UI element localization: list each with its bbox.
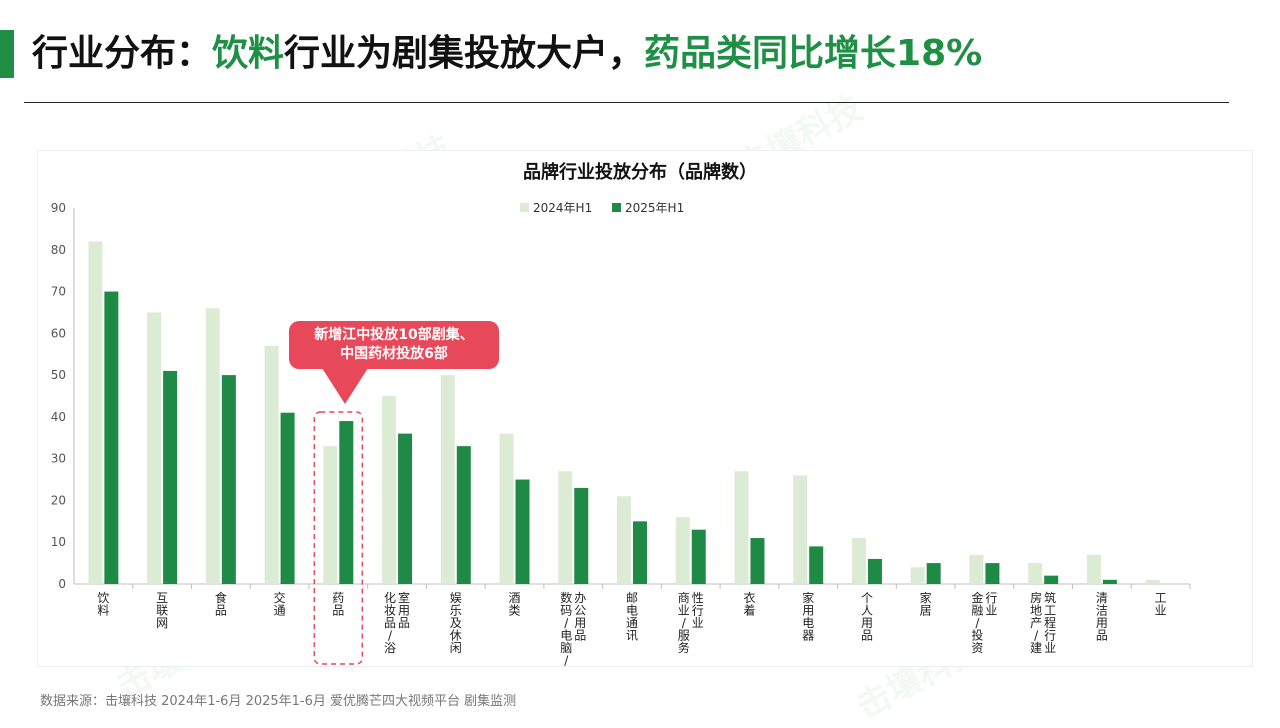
x-tick-label: 房地产/建 <box>1030 590 1042 655</box>
x-tick-label: 家用电器 <box>802 590 814 643</box>
bar-2024h1 <box>440 375 455 584</box>
x-tick-label: 办公用品 <box>574 590 586 643</box>
y-tick-label: 60 <box>51 326 66 340</box>
bar-2025h1 <box>339 421 354 584</box>
y-tick-label: 20 <box>51 493 66 507</box>
bar-2024h1 <box>851 538 866 584</box>
bar-2024h1 <box>264 345 279 584</box>
x-tick-label: 个人用品 <box>861 591 873 643</box>
bar-2025h1 <box>574 487 589 584</box>
bar-2024h1 <box>1028 563 1043 584</box>
title-part-1: 行业分布： <box>32 33 213 74</box>
bar-2025h1 <box>163 370 178 584</box>
bar-2024h1 <box>675 517 690 584</box>
title-divider <box>24 102 1229 103</box>
x-tick-label: 清洁用品 <box>1096 591 1108 643</box>
title-highlight-beverage: 饮料 <box>212 33 285 74</box>
x-tick-label: 筑工程行业 <box>1044 590 1056 655</box>
x-tick-label: 行业 <box>985 591 997 618</box>
bar-2025h1 <box>104 291 119 584</box>
bar-2024h1 <box>910 567 925 584</box>
x-tick-label: 金融/投资 <box>971 590 983 655</box>
bar-2025h1 <box>280 412 295 584</box>
bar-2024h1 <box>617 496 631 584</box>
bar-2025h1 <box>633 521 647 584</box>
x-tick-label: 家居 <box>920 590 932 618</box>
page-title: 行业分布：饮料行业为剧集投放大户，药品类同比增长18% <box>32 28 982 80</box>
bar-2024h1 <box>558 471 573 584</box>
bar-2025h1 <box>1044 575 1059 584</box>
y-tick-label: 80 <box>51 243 66 257</box>
x-tick-label: 娱乐及休闲 <box>450 591 462 655</box>
x-tick-label: 互联网 <box>156 591 168 630</box>
bar-2025h1 <box>867 558 882 584</box>
highlight-box <box>313 411 364 665</box>
y-tick-label: 10 <box>51 535 66 549</box>
x-tick-label: 商业/服务 <box>678 590 690 655</box>
bar-2025h1 <box>750 538 765 584</box>
bar-2025h1 <box>1102 579 1117 584</box>
bar-2024h1 <box>88 241 103 584</box>
bar-2024h1 <box>1086 554 1101 584</box>
bar-2025h1 <box>926 563 941 584</box>
chart-title: 品牌行业投放分布（品牌数） <box>523 162 757 183</box>
y-tick-label: 90 <box>51 201 66 215</box>
x-tick-label: 衣着 <box>743 590 755 618</box>
legend-label: 2025年H1 <box>625 201 684 215</box>
x-tick-label: 室用品 <box>398 590 410 630</box>
bar-2025h1 <box>221 375 236 584</box>
bar-2025h1 <box>985 563 1000 584</box>
callout-line-1: 新增江中投放10部剧集、 <box>314 327 474 343</box>
bar-2025h1 <box>398 433 413 584</box>
x-tick-label: 数码/电脑/ <box>560 590 572 668</box>
x-tick-label: 药品 <box>332 591 344 618</box>
legend-swatch <box>612 203 621 212</box>
x-tick-label: 邮电通讯 <box>626 591 638 643</box>
bar-2025h1 <box>515 479 530 584</box>
title-accent-bar <box>0 30 14 78</box>
title-part-3: 行业为剧集投放大户， <box>284 33 645 74</box>
x-tick-label: 化妆品/浴 <box>384 591 396 655</box>
x-tick-label: 食品 <box>215 590 227 618</box>
y-tick-label: 40 <box>51 410 66 424</box>
data-source-note: 数据来源：击壤科技 2024年1-6月 2025年1-6月 爱优腾芒四大视频平台… <box>40 694 517 709</box>
title-highlight-medicine: 药品类同比增长18% <box>644 33 983 74</box>
callout-annotation: 新增江中投放10部剧集、 中国药材投放6部 <box>289 321 499 369</box>
bar-2024h1 <box>323 446 338 584</box>
bar-2024h1 <box>147 312 162 584</box>
bar-2025h1 <box>809 546 824 584</box>
x-tick-label: 饮料 <box>97 591 109 618</box>
bar-2025h1 <box>691 529 706 584</box>
x-tick-label: 工业 <box>1155 591 1167 618</box>
bar-2024h1 <box>205 308 220 584</box>
legend-label: 2024年H1 <box>533 201 592 215</box>
y-tick-label: 0 <box>58 577 66 591</box>
x-tick-label: 交通 <box>274 590 286 618</box>
legend-swatch <box>520 203 529 212</box>
bar-2024h1 <box>793 475 808 584</box>
callout-line-2: 中国药材投放6部 <box>340 346 448 362</box>
y-tick-label: 30 <box>51 452 66 466</box>
x-tick-label: 性行业 <box>692 591 704 630</box>
bar-2024h1 <box>1145 579 1160 584</box>
callout-pointer <box>322 368 368 404</box>
bar-2024h1 <box>499 433 514 584</box>
bar-2024h1 <box>969 554 984 584</box>
bar-2024h1 <box>382 396 397 584</box>
bar-2024h1 <box>734 471 749 584</box>
y-tick-label: 70 <box>51 285 66 299</box>
x-tick-label: 酒类 <box>509 591 521 618</box>
y-tick-label: 50 <box>51 368 66 382</box>
bar-2025h1 <box>456 446 471 584</box>
